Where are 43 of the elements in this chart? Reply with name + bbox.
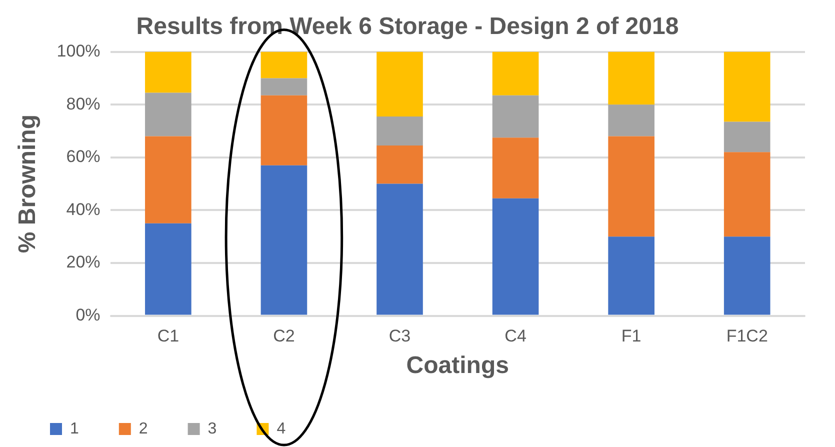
legend-label: 3 [208, 420, 217, 438]
bar [608, 236, 654, 315]
y-tick-label: 20% [66, 252, 100, 272]
x-tick-label: C2 [273, 326, 295, 346]
bar [260, 95, 308, 166]
bar [724, 236, 770, 315]
legend-label: 1 [70, 420, 79, 438]
y-tick-label: 40% [66, 200, 100, 219]
y-axis-title: % Browning [14, 114, 42, 254]
y-tick-label: 60% [66, 147, 100, 166]
bar [492, 52, 539, 96]
bar [376, 52, 423, 116]
bar [145, 136, 192, 224]
y-tick-label: 0% [76, 305, 100, 324]
bar [492, 138, 539, 198]
x-axis-title: Coatings [406, 352, 509, 380]
bar [145, 92, 192, 136]
chart-title: Results from Week 6 Storage - Design 2 of 2018 [136, 13, 679, 40]
bar [376, 116, 423, 146]
y-tick-label: 100% [56, 41, 100, 60]
x-tick-label: C3 [388, 326, 411, 346]
bar [724, 152, 770, 237]
bar [376, 146, 423, 184]
y-tick-label: 80% [66, 94, 100, 114]
bar [724, 52, 770, 122]
bar [260, 52, 308, 78]
bar [724, 122, 770, 152]
bar [376, 184, 423, 315]
bar [260, 78, 308, 96]
x-tick-label: F1 [621, 326, 642, 346]
bar [145, 223, 192, 315]
bar [260, 165, 308, 315]
bar [608, 104, 654, 136]
bar [492, 95, 539, 138]
x-tick-label: F1C2 [726, 326, 768, 346]
bar [492, 198, 539, 315]
x-tick-label: C1 [157, 326, 180, 346]
bar [145, 52, 192, 93]
x-tick-label: C4 [504, 326, 526, 346]
legend-label: 4 [276, 420, 286, 438]
bar [608, 52, 654, 105]
bar [608, 136, 654, 237]
legend-label: 2 [138, 420, 148, 438]
